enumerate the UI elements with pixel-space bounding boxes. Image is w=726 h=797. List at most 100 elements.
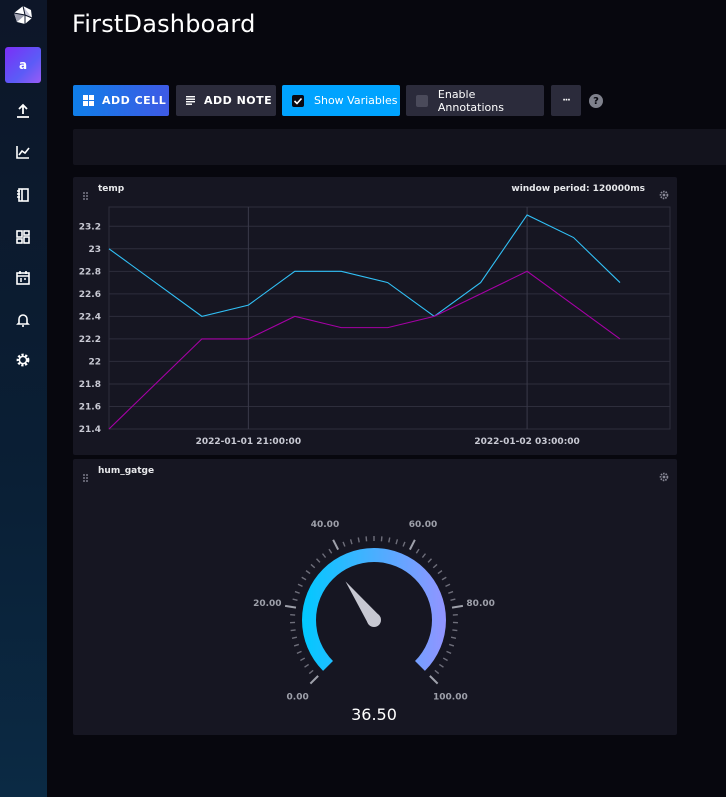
gauge-minor-tick xyxy=(305,570,311,575)
gauge-minor-tick xyxy=(310,563,316,569)
bell-icon[interactable] xyxy=(14,311,32,329)
gauge-minor-tick xyxy=(315,558,321,563)
gauge-minor-tick xyxy=(450,636,457,640)
notebook-icon[interactable] xyxy=(14,186,32,204)
gauge-minor-tick xyxy=(442,657,448,662)
cell-title: temp xyxy=(98,184,125,194)
gauge-minor-tick xyxy=(427,558,433,563)
y-tick-label: 23 xyxy=(88,245,101,255)
drag-handle-icon[interactable] xyxy=(82,468,92,482)
gauge-minor-tick xyxy=(349,539,353,545)
gauge-minor-tick xyxy=(448,643,455,647)
gauge-minor-tick xyxy=(297,583,303,587)
x-tick-label: 2022-01-02 03:00:00 xyxy=(474,437,579,447)
gauge-tick-label: 20.00 xyxy=(253,599,281,609)
gauge-tick-label: 60.00 xyxy=(409,520,437,530)
dashboards-icon[interactable] xyxy=(14,228,32,246)
gauge-minor-tick xyxy=(321,553,327,559)
gauge-minor-tick xyxy=(293,643,300,647)
more-options-button[interactable]: ··· xyxy=(551,85,581,116)
gauge-minor-tick xyxy=(290,629,296,632)
y-tick-label: 21.8 xyxy=(79,380,101,390)
gauge-minor-tick xyxy=(434,669,440,675)
gauge-tick-label: 80.00 xyxy=(466,599,494,609)
gauge-minor-tick xyxy=(450,598,456,602)
y-tick-label: 22.6 xyxy=(79,290,101,300)
gauge-major-tick xyxy=(408,539,416,551)
gauge-minor-tick xyxy=(448,590,454,594)
gauge-minor-tick xyxy=(432,563,438,569)
gear-icon[interactable] xyxy=(14,351,32,369)
show-variables-toggle[interactable]: Show Variables xyxy=(282,85,400,116)
help-label: ? xyxy=(593,95,599,107)
add-cell-label: ADD CELL xyxy=(102,94,167,107)
help-icon[interactable]: ? xyxy=(589,94,603,108)
gauge-major-tick xyxy=(332,539,340,551)
y-tick-label: 22.2 xyxy=(79,335,101,345)
gauge-arc xyxy=(302,548,447,671)
gauge-major-tick xyxy=(284,604,297,609)
y-tick-label: 21.6 xyxy=(79,402,101,412)
drag-handle-icon[interactable] xyxy=(82,186,92,200)
gauge-minor-tick xyxy=(441,576,447,581)
gauge-minor-tick xyxy=(308,669,314,675)
ellipsis-icon: ··· xyxy=(562,95,570,106)
gauge-minor-tick xyxy=(388,537,391,543)
window-period-label: window period: 120000ms xyxy=(511,184,645,194)
gauge-minor-tick xyxy=(421,553,427,559)
grid-plus-icon xyxy=(83,95,94,106)
gauge-major-tick xyxy=(309,675,319,685)
add-note-button[interactable]: ADD NOTE xyxy=(176,85,276,116)
gauge-needle-hub xyxy=(367,613,381,627)
y-tick-label: 22 xyxy=(88,357,101,367)
gauge-minor-tick xyxy=(452,629,458,632)
gauge-minor-tick xyxy=(304,663,310,668)
cell-settings-gear-icon[interactable] xyxy=(659,467,669,482)
plot-area-border xyxy=(108,206,671,430)
temp-line-chart[interactable]: 23.2 23 22.8 22.6 22.4 22.2 22 21.8 21.6 21.4 2022… xyxy=(73,177,677,455)
gauge-minor-tick xyxy=(301,576,307,581)
checkbox-checked-icon xyxy=(292,94,304,107)
page-title: FirstDashboard xyxy=(72,10,256,38)
checkbox-unchecked-icon xyxy=(416,94,428,107)
add-cell-button[interactable]: ADD CELL xyxy=(73,85,169,116)
variables-bar xyxy=(73,129,726,165)
upload-icon[interactable] xyxy=(14,102,32,120)
y-tick-label: 22.4 xyxy=(79,312,101,322)
gauge-minor-tick xyxy=(357,537,360,543)
gauge-minor-tick xyxy=(437,570,443,575)
gauge-minor-tick xyxy=(300,657,306,662)
gauge-minor-tick xyxy=(395,539,399,545)
gauge-minor-tick xyxy=(291,636,298,640)
series-line-2 xyxy=(108,270,621,430)
gauge-minor-tick xyxy=(292,598,298,602)
gauge-minor-tick xyxy=(328,548,333,554)
gauge-tick-label: 100.00 xyxy=(433,692,468,702)
gauge-major-tick xyxy=(451,604,464,609)
gauge-minor-tick xyxy=(438,663,444,668)
gauge-minor-tick xyxy=(402,541,406,547)
gauge-minor-tick xyxy=(342,541,346,547)
gauge-minor-tick xyxy=(445,583,451,587)
sidebar: a xyxy=(0,0,47,797)
hum-gauge-cell: hum_gatge 0.00 20.00 40.00 60.00 80.00 100.00… xyxy=(73,459,677,735)
avatar[interactable]: a xyxy=(5,47,41,83)
gauge-needle xyxy=(345,581,380,625)
cell-settings-gear-icon[interactable] xyxy=(659,185,669,200)
gauge-minor-tick xyxy=(446,650,452,655)
influx-logo-icon[interactable] xyxy=(12,4,34,26)
gauge-value-label: 36.50 xyxy=(351,705,397,724)
avatar-letter: a xyxy=(18,58,28,72)
gauge-minor-tick xyxy=(296,650,302,655)
x-tick-label: 2022-01-01 21:00:00 xyxy=(196,437,301,447)
tasks-calendar-icon[interactable] xyxy=(14,269,32,287)
humidity-gauge: 0.00 20.00 40.00 60.00 80.00 100.00 36.50 xyxy=(253,520,495,724)
enable-annotations-toggle[interactable]: Enable Annotations xyxy=(406,85,544,116)
series-line-1 xyxy=(108,214,621,318)
gauge-minor-tick xyxy=(415,548,420,554)
text-lines-icon xyxy=(186,96,195,105)
graph-icon[interactable] xyxy=(14,143,32,161)
y-tick-label: 22.8 xyxy=(79,267,101,277)
gauge-minor-tick xyxy=(294,590,300,594)
add-note-label: ADD NOTE xyxy=(204,94,273,107)
